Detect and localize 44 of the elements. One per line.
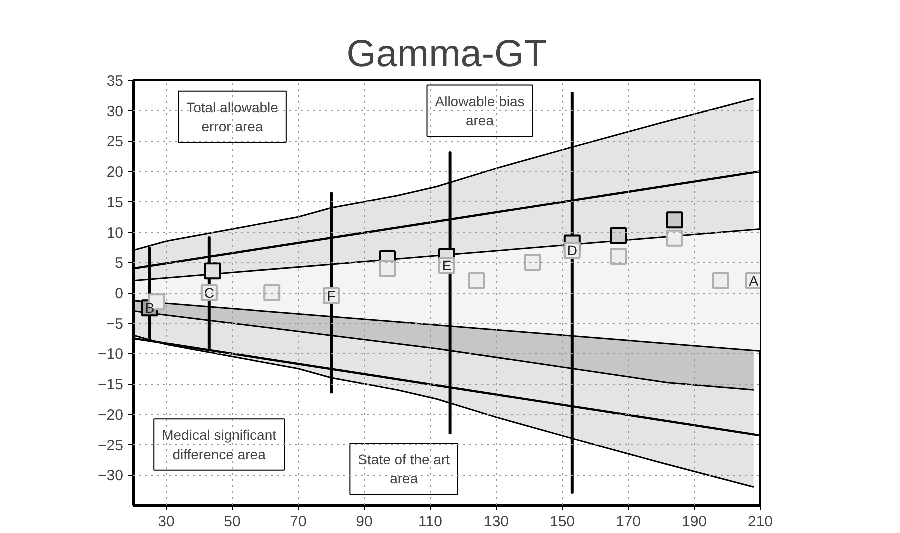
y-tick-label: −25 (98, 437, 124, 454)
y-tick-label: −5 (106, 316, 124, 333)
data-label: A (749, 272, 760, 289)
point (610, 248, 628, 266)
annotation: Medical significant difference area (162, 427, 277, 462)
x-tick-label: 170 (616, 514, 642, 530)
point (666, 230, 684, 247)
y-tick-label: 20 (106, 164, 124, 182)
point (468, 272, 486, 290)
point (666, 212, 684, 229)
y-tick-label: 0 (115, 286, 124, 302)
annotation: Allowable bias area (435, 93, 525, 128)
data-label: E (442, 258, 452, 274)
x-tick-label: 70 (290, 514, 307, 530)
point (264, 284, 281, 302)
chart-title: Gamma-GT (346, 34, 548, 76)
x-tick-label: 50 (224, 514, 241, 530)
point (712, 272, 730, 290)
x-tick-label: 210 (748, 514, 774, 530)
data-label: D (567, 242, 578, 258)
point (379, 260, 396, 278)
y-tick-label: 15 (106, 194, 124, 212)
annotation: State of the art area (358, 451, 450, 487)
y-tick-label: 5 (115, 255, 124, 272)
point (204, 262, 222, 280)
point (610, 227, 628, 244)
y-tick-label: −20 (98, 406, 124, 424)
y-tick-label: 35 (106, 73, 124, 90)
x-tick-label: 130 (484, 514, 510, 530)
y-tick-label: 30 (106, 103, 124, 120)
point (524, 254, 542, 272)
x-tick-label: 150 (550, 514, 576, 530)
y-tick-label: −30 (98, 468, 124, 485)
y-tick-label: −15 (98, 376, 124, 394)
y-tick-label: −10 (98, 346, 124, 364)
y-tick-label: 25 (106, 134, 124, 151)
data-label: B (145, 300, 155, 316)
x-tick-label: 90 (356, 514, 373, 530)
x-tick-label: 110 (418, 514, 442, 530)
data-label: F (327, 288, 336, 304)
x-tick-label: 30 (158, 514, 175, 530)
data-label: C (204, 285, 214, 301)
y-tick-label: 10 (106, 224, 124, 242)
x-tick-label: 190 (682, 514, 708, 530)
